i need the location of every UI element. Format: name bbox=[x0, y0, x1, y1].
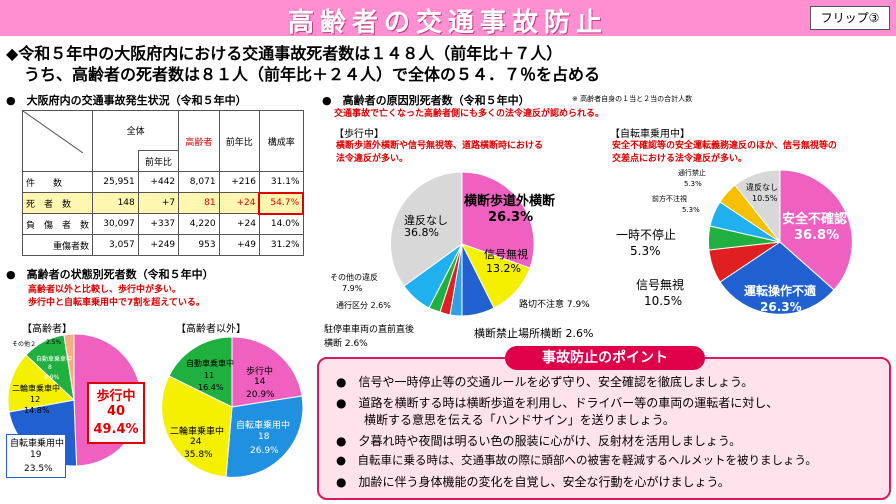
walk-f: 通行区分 2.6% bbox=[336, 301, 391, 310]
walk-b-p: 13.2% bbox=[486, 262, 521, 275]
non-bike-n: 18 bbox=[258, 432, 270, 442]
cause-sub: 交通事故で亡くなった高齢者側にも多くの法令違反が認められる。 bbox=[334, 109, 605, 119]
bike-d: 一時不停止 bbox=[616, 228, 677, 242]
page-title: 高齢者の交通事故防止 bbox=[287, 8, 608, 38]
point-4: ● 自転車に乗る時は、交通事故の際に頭部への被害を軽減するヘルメットを被りましょ… bbox=[336, 453, 817, 467]
non-walk-label: 歩行中 bbox=[246, 367, 274, 377]
table-corner bbox=[21, 110, 94, 172]
table-row: 死 者 数 148 +7 81 +24 54.7% bbox=[21, 191, 304, 215]
walk-note2: 法令違反が多い。 bbox=[336, 154, 409, 164]
state-note1: 高齢者以外と比較し、歩行中が多い。 bbox=[28, 285, 182, 295]
col-all: 全体 bbox=[92, 110, 180, 151]
state-note2: 歩行中と自転車乗用中で7割を超えている。 bbox=[28, 298, 205, 308]
bike-f2: 5.3% bbox=[684, 180, 702, 188]
headline-line1: ◆令和５年中の大阪府内における交通事故死者数は１４８人（前年比＋７人） bbox=[6, 44, 563, 63]
cause-title: ● 高齢者の原因別死者数（令和５年中） bbox=[322, 94, 530, 107]
bike-callout bbox=[6, 434, 66, 478]
accident-table: 全体 高齢者 前年比 構成率 前年比 件 数 25,951 +442 8,071 +21… bbox=[21, 110, 304, 256]
elder-walk-p: 49.4% bbox=[93, 422, 139, 437]
walk-h: 違反なし bbox=[404, 214, 448, 227]
pie-non-label: 【高齢者以外】 bbox=[176, 324, 246, 335]
walk-pie-label: 【歩行中】 bbox=[334, 129, 384, 140]
points-box bbox=[317, 357, 891, 500]
elder-moto-label: 二輪車乗車中 bbox=[12, 384, 60, 393]
non-moto-p: 35.8% bbox=[184, 450, 213, 460]
walk-e2: 横断 2.6% bbox=[324, 339, 368, 349]
non-moto-label: 二輪車乗車中 bbox=[170, 427, 225, 437]
walk-e1: 駐停車車両の直前直後 bbox=[324, 325, 415, 335]
walk-c: 路切不注意 7.9% bbox=[519, 300, 590, 310]
walk-d: 横断禁止場所横断 2.6% bbox=[474, 327, 594, 340]
pie-elder-label: 【高齢者】 bbox=[22, 324, 72, 335]
bike-c: 信号無視 bbox=[636, 278, 685, 292]
walk-h-p: 36.8% bbox=[404, 226, 439, 239]
headline-line2: うち、高齢者の死者数は８１人（前年比＋２４人）で全体の５４．７％を占める bbox=[24, 65, 601, 84]
point-2: ● 道路を横断する時は横断歩道を利用し、ドライバー等の車両の運転者に対し、 bbox=[336, 396, 779, 410]
points-title: 事故防止のポイント bbox=[505, 346, 705, 370]
elder-other-p: 2.5% bbox=[46, 339, 62, 346]
walk-b: 信号無視 bbox=[484, 248, 528, 261]
bike-a: 安全不確認 bbox=[782, 212, 848, 227]
non-bike-p: 26.9% bbox=[250, 446, 279, 456]
bike-e2: 5.3% bbox=[682, 206, 700, 214]
non-walk-p: 20.9% bbox=[246, 390, 275, 400]
elder-bike-n: 19 bbox=[30, 450, 42, 460]
bike-f1: 通行禁止 bbox=[678, 169, 706, 177]
table-row: 件 数 25,951 +442 8,071 +216 31.1% bbox=[21, 171, 304, 193]
table-row: 負 傷 者 数 30,097 +337 4,220 +24 14.0% bbox=[21, 213, 304, 235]
walk-note1: 横断歩道外横断や信号無視等、道路横断時における bbox=[336, 141, 544, 151]
cause-pies bbox=[390, 169, 853, 317]
title-bar bbox=[0, 0, 896, 36]
col-tprev: 前年比 bbox=[137, 150, 180, 172]
bike-g1: 違反なし bbox=[746, 183, 778, 192]
walk-a-p: 26.3% bbox=[488, 210, 534, 225]
walk-g1: その他の違反 bbox=[330, 273, 378, 282]
bike-d-p: 5.3% bbox=[630, 244, 661, 258]
walk-callout bbox=[87, 382, 145, 444]
bike-b: 運転操作不適 bbox=[744, 284, 817, 298]
cause-note: ※ 高齢者自身の１当と２当の合計人数 bbox=[572, 95, 693, 103]
bike-b-p: 26.3% bbox=[760, 300, 802, 314]
col-eprev: 前年比 bbox=[218, 110, 260, 172]
bike-note2: 交差点における法令違反が多い。 bbox=[612, 154, 748, 164]
bike-note1: 安全不確認等の安全運転義務違反のほか、信号無視等の bbox=[612, 141, 837, 151]
point-5: ● 加齢に伴う身体機能の変化を自覚し、安全な行動を心がけましょう。 bbox=[336, 475, 730, 489]
table-title: ● 大阪府内の交通事故発生状況（令和５年中） bbox=[6, 94, 247, 107]
elder-bike-p: 23.5% bbox=[24, 464, 53, 474]
non-car-label: 自動車乗車中 bbox=[186, 359, 234, 368]
non-walk-n: 14 bbox=[254, 377, 266, 387]
elder-moto-p: 14.8% bbox=[24, 406, 50, 415]
flip-label: フリップ③ bbox=[810, 6, 890, 30]
elder-moto-n: 12 bbox=[30, 395, 41, 404]
col-ratio: 構成率 bbox=[258, 110, 304, 172]
elder-car-label: 自動車乗車中 bbox=[36, 356, 73, 363]
bike-c-p: 10.5% bbox=[644, 294, 683, 308]
table-row: 重傷者数 3,057 +249 953 +49 31.2% bbox=[21, 234, 304, 256]
state-title: ● 高齢者の状態別死者数（令和５年中） bbox=[6, 268, 214, 281]
point-2b: 横断する意思を伝える「ハンドサイン」を送りましょう。 bbox=[364, 413, 675, 427]
elder-car-p: 9.9% bbox=[44, 374, 60, 381]
bike-e1: 前方不注視 bbox=[652, 195, 687, 203]
bike-pie-label: 【自転車乗用中】 bbox=[610, 129, 690, 140]
bike-a-p: 36.8% bbox=[794, 228, 840, 243]
walk-a: 横断歩道外横断 bbox=[464, 194, 556, 209]
elder-walk-label: 歩行中 bbox=[96, 389, 136, 404]
elder-walk-n: 40 bbox=[106, 404, 126, 419]
point-3: ● 夕暮れ時や夜間は明るい色の服装に心がけ、反射材を活用しましょう。 bbox=[336, 434, 742, 448]
non-car-p: 16.4% bbox=[198, 383, 224, 392]
non-bike-label: 自転車乗用中 bbox=[236, 421, 291, 431]
walk-g2: 7.9% bbox=[342, 284, 363, 293]
elder-bike-label: 自転車乗用中 bbox=[10, 439, 65, 449]
elder-other-label: その他２ bbox=[12, 341, 37, 348]
col-elder: 高齢者 bbox=[178, 110, 220, 172]
non-moto-n: 24 bbox=[190, 437, 202, 447]
non-car-n: 11 bbox=[204, 371, 215, 380]
elder-car-n: 8 bbox=[48, 364, 52, 371]
point-1: ● 信号や一時停止等の交通ルールを必ず守り、安全確認を徹底しましょう。 bbox=[336, 375, 754, 389]
bike-g2: 10.5% bbox=[752, 194, 778, 203]
